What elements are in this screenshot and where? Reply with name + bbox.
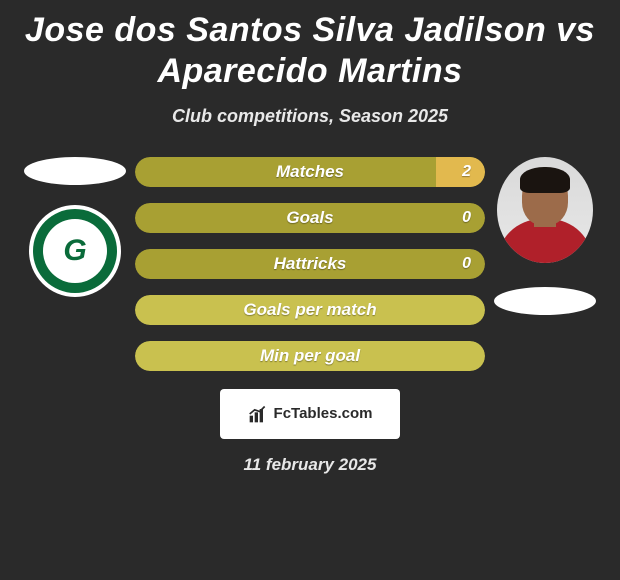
title-line-2: Aparecido Martins: [157, 52, 462, 90]
bar-label: Matches: [135, 157, 485, 187]
club-badge-initial: G: [43, 219, 107, 283]
title-line-1: Jose dos Santos Silva Jadilson vs: [25, 11, 595, 49]
attribution-text: FcTables.com: [274, 405, 373, 422]
stat-bars: Matches2Goals0Hattricks0Goals per matchM…: [135, 157, 485, 371]
club-badge-ring: G: [33, 209, 117, 293]
stat-bar: Min per goal: [135, 341, 485, 371]
stat-bar: Hattricks0: [135, 249, 485, 279]
bar-label: Goals: [135, 203, 485, 233]
right-marker-ellipse: [494, 287, 596, 315]
content-row: G Matches2Goals0Hattricks0Goals per matc…: [0, 157, 620, 371]
left-marker-ellipse: [24, 157, 126, 185]
page-title: Jose dos Santos Silva Jadilson vs Aparec…: [0, 0, 620, 92]
comparison-card: Jose dos Santos Silva Jadilson vs Aparec…: [0, 0, 620, 580]
bar-value-right: 0: [462, 249, 471, 279]
date-line: 11 february 2025: [0, 455, 620, 475]
bar-label: Goals per match: [135, 295, 485, 325]
attribution-badge[interactable]: FcTables.com: [220, 389, 400, 439]
bar-value-right: 2: [462, 157, 471, 187]
chart-icon: [248, 404, 268, 424]
bar-label: Hattricks: [135, 249, 485, 279]
left-club-badge: G: [29, 205, 121, 297]
right-player-photo: [497, 157, 593, 263]
bar-value-right: 0: [462, 203, 471, 233]
stat-bar: Matches2: [135, 157, 485, 187]
right-player-col: [485, 157, 605, 315]
stat-bar: Goals per match: [135, 295, 485, 325]
bar-label: Min per goal: [135, 341, 485, 371]
stat-bar: Goals0: [135, 203, 485, 233]
left-player-col: G: [15, 157, 135, 297]
subtitle: Club competitions, Season 2025: [0, 106, 620, 127]
